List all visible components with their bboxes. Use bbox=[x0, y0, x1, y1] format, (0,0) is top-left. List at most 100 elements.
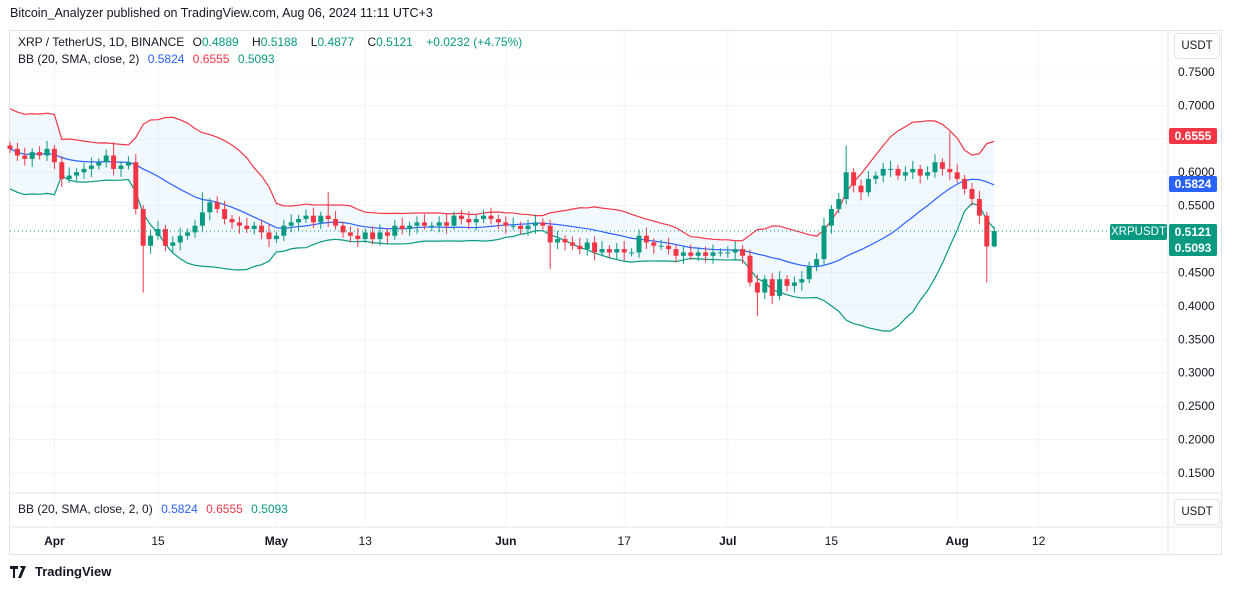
candle-body bbox=[814, 259, 820, 266]
candle-body bbox=[44, 148, 50, 156]
candle-body bbox=[466, 219, 472, 223]
candle-body bbox=[259, 225, 265, 233]
candle-body bbox=[851, 172, 857, 186]
candle-body bbox=[510, 225, 516, 227]
candle-body bbox=[273, 235, 279, 240]
price-tick-label: 0.7000 bbox=[1178, 98, 1215, 112]
symbol-title[interactable]: XRP / TetherUS, 1D, BINANCE bbox=[18, 35, 185, 49]
candle-body bbox=[177, 235, 183, 243]
time-tick-label: Jun bbox=[495, 534, 516, 548]
candle-body bbox=[333, 219, 339, 226]
candle-body bbox=[310, 215, 316, 223]
candle-body bbox=[355, 235, 361, 240]
candle-body bbox=[214, 202, 220, 210]
candle-body bbox=[747, 255, 753, 283]
candle-body bbox=[140, 209, 146, 246]
candle-body bbox=[244, 225, 250, 230]
candle-body bbox=[651, 242, 657, 246]
candle-body bbox=[251, 225, 257, 230]
candle-body bbox=[488, 215, 494, 220]
bb-upper-value: 0.6555 bbox=[192, 52, 230, 66]
candle-body bbox=[895, 168, 901, 176]
bb-basis-value: 0.5824 bbox=[147, 52, 185, 66]
price-tick-label: 0.2000 bbox=[1178, 433, 1215, 447]
candle-body bbox=[599, 249, 605, 253]
high-label: H bbox=[252, 35, 261, 49]
candle-body bbox=[7, 145, 13, 149]
last-price-tag: 0.5121 bbox=[1169, 224, 1217, 240]
tradingview-logo-icon bbox=[10, 565, 26, 578]
candle-body bbox=[229, 219, 235, 223]
bb-label[interactable]: BB (20, SMA, close, 2) bbox=[18, 52, 140, 66]
price-tick-label: 0.1500 bbox=[1178, 466, 1215, 480]
currency-unit-button[interactable]: USDT bbox=[1174, 33, 1220, 59]
candle-body bbox=[917, 168, 923, 176]
price-tick-label: 0.5500 bbox=[1178, 199, 1215, 213]
candle-body bbox=[340, 225, 346, 233]
candle-body bbox=[843, 172, 849, 199]
price-tick-label: 0.4500 bbox=[1178, 265, 1215, 279]
candle-body bbox=[370, 232, 376, 240]
candle-body bbox=[932, 162, 938, 173]
candle-body bbox=[547, 225, 553, 243]
price-tick-label: 0.6000 bbox=[1178, 165, 1215, 179]
brand-name: TradingView bbox=[35, 564, 112, 579]
candle-body bbox=[199, 212, 205, 226]
candle-body bbox=[532, 222, 538, 226]
price-tick-label: 0.7500 bbox=[1178, 65, 1215, 79]
candle-body bbox=[658, 245, 664, 247]
candle-body bbox=[584, 242, 590, 250]
candle-body bbox=[888, 168, 894, 170]
indicator-unit-button[interactable]: USDT bbox=[1174, 499, 1220, 525]
candle-body bbox=[318, 215, 324, 223]
candle-body bbox=[96, 162, 102, 166]
upper-band-tag: 0.6555 bbox=[1169, 128, 1217, 144]
candle-body bbox=[192, 225, 198, 233]
candle-body bbox=[414, 222, 420, 226]
candle-body bbox=[162, 229, 168, 246]
candle-body bbox=[784, 279, 790, 286]
candle-body bbox=[754, 282, 760, 293]
candle-body bbox=[962, 178, 968, 189]
time-tick-label: Jul bbox=[719, 534, 736, 548]
candle-body bbox=[880, 168, 886, 176]
candle-body bbox=[606, 249, 612, 253]
candle-body bbox=[518, 225, 524, 230]
candle-body bbox=[769, 279, 775, 296]
candle-body bbox=[503, 222, 509, 226]
candle-body bbox=[125, 162, 131, 166]
time-tick-label: 13 bbox=[359, 534, 373, 548]
candle-body bbox=[14, 148, 20, 156]
candle-body bbox=[148, 235, 154, 246]
candle-body bbox=[495, 219, 501, 223]
candle-body bbox=[540, 222, 546, 226]
symbol-legend: XRP / TetherUS, 1D, BINANCE O0.4889 H0.5… bbox=[18, 35, 527, 49]
candle-body bbox=[621, 249, 627, 253]
candle-body bbox=[836, 198, 842, 210]
candle-body bbox=[954, 172, 960, 179]
lower-band-tag: 0.5093 bbox=[1169, 240, 1217, 256]
indicator-label[interactable]: BB (20, SMA, close, 2, 0) bbox=[18, 502, 153, 516]
candle-body bbox=[133, 162, 139, 210]
candle-body bbox=[103, 155, 109, 163]
candle-body bbox=[636, 235, 642, 253]
candle-body bbox=[673, 249, 679, 256]
candle-body bbox=[481, 215, 487, 220]
candle-body bbox=[451, 215, 457, 226]
candle-body bbox=[37, 152, 43, 156]
candle-body bbox=[828, 209, 834, 226]
time-tick-label: 15 bbox=[151, 534, 165, 548]
candle-body bbox=[555, 239, 561, 243]
candle-body bbox=[725, 252, 731, 254]
candle-body bbox=[407, 225, 413, 230]
candle-body bbox=[947, 168, 953, 173]
candle-body bbox=[22, 155, 28, 159]
candle-body bbox=[347, 232, 353, 236]
candle-body bbox=[592, 242, 598, 253]
candle-body bbox=[74, 172, 80, 176]
change-value: +0.0232 (+4.75%) bbox=[426, 35, 523, 49]
candle-body bbox=[303, 215, 309, 220]
tradingview-logo[interactable]: TradingView bbox=[10, 564, 111, 579]
candle-body bbox=[991, 230, 997, 247]
